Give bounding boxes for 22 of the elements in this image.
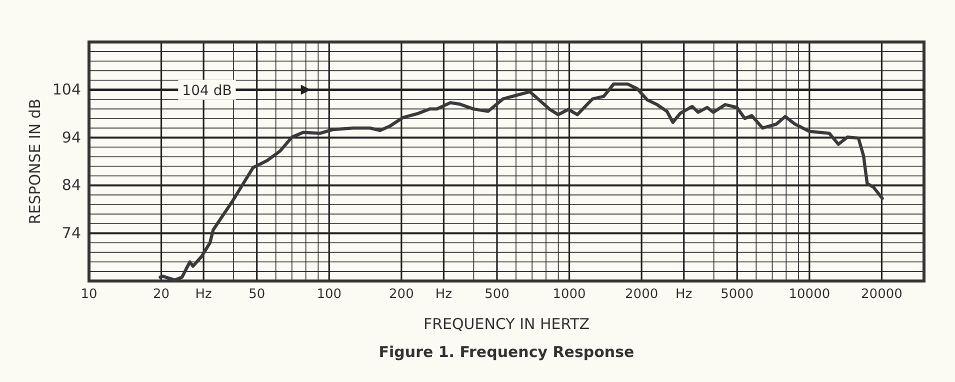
y-tick-label: 74 — [62, 224, 81, 242]
y-axis-title: RESPONSE IN dB — [26, 98, 44, 224]
x-tick-label: 200 — [389, 287, 414, 302]
x-tick-label: Hz — [676, 287, 692, 302]
x-tick-label: Hz — [435, 287, 452, 302]
x-tick-label: 50 — [248, 287, 266, 302]
x-tick-label: 20000 — [861, 287, 902, 302]
ref-line-label: 104 dB — [182, 82, 232, 99]
y-tick-label: 94 — [62, 128, 81, 146]
x-tick-label: 5000 — [720, 287, 754, 302]
x-tick-label: Hz — [195, 287, 212, 302]
x-tick-label: 2000 — [625, 287, 658, 302]
text: Figure 1. Frequency Response — [378, 343, 634, 361]
x-tick-label: 10000 — [788, 287, 830, 302]
x-tick-label: 20 — [153, 287, 170, 302]
x-axis-title: FREQUENCY IN HERTZ — [423, 315, 590, 333]
x-tick-label: 100 — [316, 287, 342, 302]
y-tick-label: 104 — [52, 80, 81, 99]
x-tick-label: 10 — [80, 287, 98, 302]
x-tick-label: 1000 — [552, 287, 586, 302]
x-tick-label: 500 — [484, 287, 510, 302]
y-tick-label: 84 — [62, 176, 81, 194]
